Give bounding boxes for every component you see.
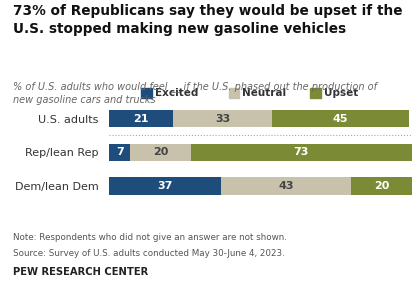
Bar [191,144,412,161]
Bar [109,144,130,161]
Text: Note: Respondents who did not give an answer are not shown.: Note: Respondents who did not give an an… [13,233,286,242]
Bar [351,177,412,195]
Text: % of U.S. adults who would feel __ if the U.S. phased out the production of
new : % of U.S. adults who would feel __ if th… [13,82,377,105]
Bar [273,110,409,127]
Bar [173,110,273,127]
Text: 45: 45 [333,114,348,124]
Text: 43: 43 [278,181,294,191]
Text: Neutral: Neutral [242,88,286,98]
Bar [310,88,321,98]
Text: 73: 73 [294,147,309,157]
Text: 37: 37 [158,181,173,191]
Text: 33: 33 [215,114,230,124]
Bar [228,88,239,98]
Text: PEW RESEARCH CENTER: PEW RESEARCH CENTER [13,267,148,277]
Text: Excited: Excited [155,88,198,98]
Text: 7: 7 [116,147,123,157]
Text: Source: Survey of U.S. adults conducted May 30-June 4, 2023.: Source: Survey of U.S. adults conducted … [13,249,284,258]
Text: 21: 21 [133,114,149,124]
Bar [130,144,191,161]
Bar [141,88,152,98]
Text: Upset: Upset [324,88,358,98]
Bar [109,110,173,127]
Text: 20: 20 [153,147,168,157]
Bar [109,177,221,195]
Text: 20: 20 [374,181,389,191]
Bar [221,177,351,195]
Text: 73% of Republicans say they would be upset if the
U.S. stopped making new gasoli: 73% of Republicans say they would be ups… [13,4,402,35]
